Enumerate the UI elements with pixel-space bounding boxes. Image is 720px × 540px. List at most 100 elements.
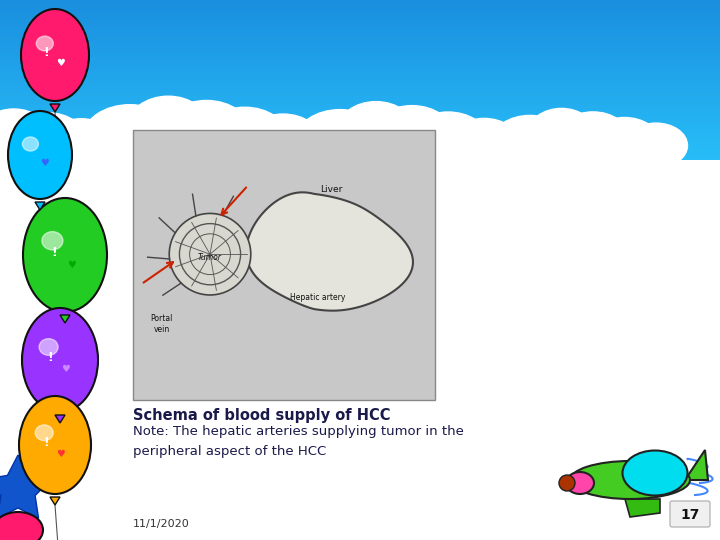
Text: !: ! — [44, 46, 50, 59]
Ellipse shape — [492, 116, 569, 168]
Ellipse shape — [590, 118, 660, 166]
Ellipse shape — [635, 487, 701, 533]
Ellipse shape — [19, 396, 91, 494]
Ellipse shape — [557, 112, 629, 165]
Circle shape — [559, 475, 575, 491]
Text: 17: 17 — [680, 508, 700, 522]
Ellipse shape — [370, 106, 454, 166]
Ellipse shape — [444, 487, 518, 539]
Bar — [133, 130, 435, 400]
Ellipse shape — [104, 129, 215, 176]
Ellipse shape — [84, 105, 176, 170]
Ellipse shape — [258, 494, 330, 540]
Ellipse shape — [338, 484, 421, 540]
Ellipse shape — [560, 503, 645, 540]
Ellipse shape — [528, 109, 595, 159]
Ellipse shape — [9, 113, 86, 170]
Ellipse shape — [0, 512, 43, 540]
Polygon shape — [246, 192, 413, 310]
Ellipse shape — [358, 505, 455, 540]
Ellipse shape — [0, 475, 37, 527]
Circle shape — [169, 213, 251, 295]
Ellipse shape — [0, 503, 96, 540]
Ellipse shape — [481, 492, 549, 540]
Text: !: ! — [48, 351, 53, 364]
Text: Schema of blood supply of HCC: Schema of blood supply of HCC — [133, 408, 390, 423]
Ellipse shape — [21, 9, 89, 101]
Ellipse shape — [8, 111, 72, 199]
Polygon shape — [50, 497, 60, 505]
Polygon shape — [55, 415, 65, 423]
Text: ♥: ♥ — [67, 260, 76, 270]
Ellipse shape — [160, 129, 279, 176]
Text: !: ! — [52, 246, 58, 259]
Polygon shape — [625, 499, 660, 517]
Polygon shape — [60, 315, 70, 323]
Ellipse shape — [22, 308, 98, 412]
Ellipse shape — [408, 481, 487, 538]
Ellipse shape — [667, 492, 720, 534]
FancyBboxPatch shape — [670, 501, 710, 527]
Ellipse shape — [22, 137, 38, 151]
Ellipse shape — [44, 119, 119, 171]
Ellipse shape — [603, 503, 694, 540]
Ellipse shape — [0, 109, 50, 163]
Ellipse shape — [0, 479, 72, 534]
Text: 11/1/2020: 11/1/2020 — [133, 519, 190, 529]
Ellipse shape — [605, 482, 672, 531]
Ellipse shape — [316, 132, 420, 177]
Text: peripheral aspect of the HCC: peripheral aspect of the HCC — [133, 445, 326, 458]
Ellipse shape — [35, 425, 53, 441]
Ellipse shape — [406, 505, 511, 540]
Polygon shape — [0, 455, 51, 518]
Ellipse shape — [509, 135, 600, 174]
Text: ♥: ♥ — [40, 158, 49, 168]
Ellipse shape — [578, 479, 641, 525]
Ellipse shape — [39, 339, 58, 355]
Ellipse shape — [181, 481, 264, 540]
Ellipse shape — [0, 503, 42, 540]
Ellipse shape — [126, 507, 230, 540]
Text: ♥: ♥ — [55, 58, 65, 68]
Polygon shape — [50, 104, 60, 112]
Ellipse shape — [162, 100, 251, 165]
Ellipse shape — [106, 484, 194, 540]
Text: !: ! — [43, 436, 49, 449]
Text: Hepatic artery: Hepatic artery — [290, 293, 346, 302]
Ellipse shape — [127, 96, 209, 157]
Ellipse shape — [0, 117, 22, 173]
Ellipse shape — [448, 118, 520, 170]
Text: ♥: ♥ — [56, 449, 65, 459]
Text: Portal
vein: Portal vein — [150, 314, 173, 334]
Ellipse shape — [245, 114, 321, 168]
Ellipse shape — [81, 125, 149, 173]
Text: Liver: Liver — [320, 185, 343, 194]
Ellipse shape — [0, 138, 55, 179]
Polygon shape — [35, 202, 45, 210]
Ellipse shape — [623, 450, 688, 496]
Ellipse shape — [570, 461, 690, 499]
Ellipse shape — [0, 483, 9, 537]
Ellipse shape — [368, 132, 480, 177]
Ellipse shape — [23, 198, 107, 312]
Ellipse shape — [36, 36, 53, 51]
Ellipse shape — [148, 477, 225, 534]
Ellipse shape — [554, 135, 652, 174]
Text: Tumor: Tumor — [198, 253, 222, 262]
Ellipse shape — [408, 112, 488, 168]
Polygon shape — [685, 450, 708, 480]
Text: ♥: ♥ — [61, 364, 70, 374]
Ellipse shape — [544, 485, 616, 535]
Ellipse shape — [202, 107, 287, 167]
Ellipse shape — [566, 472, 594, 494]
Ellipse shape — [67, 490, 132, 537]
Text: Note: The hepatic arteries supplying tumor in the: Note: The hepatic arteries supplying tum… — [133, 425, 464, 438]
Ellipse shape — [31, 485, 103, 535]
Ellipse shape — [178, 507, 290, 540]
Ellipse shape — [378, 477, 450, 531]
Ellipse shape — [296, 110, 384, 171]
Ellipse shape — [624, 123, 688, 168]
Ellipse shape — [42, 232, 63, 250]
Ellipse shape — [6, 138, 112, 179]
Ellipse shape — [338, 102, 415, 159]
